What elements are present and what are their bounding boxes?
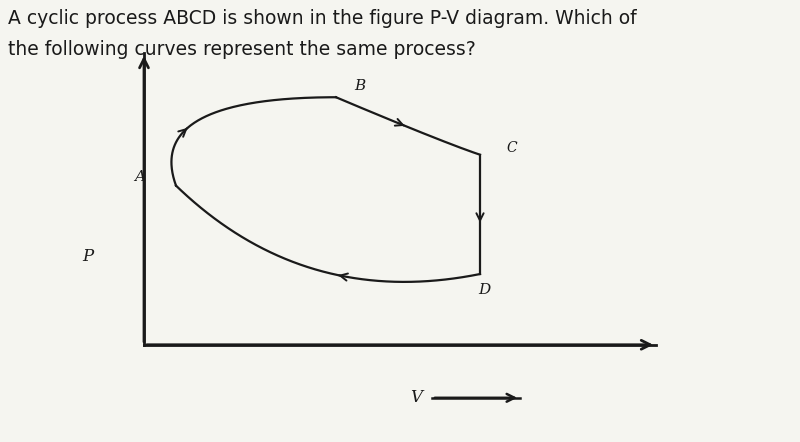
Text: A cyclic process ABCD is shown in the figure P-V diagram. Which of: A cyclic process ABCD is shown in the fi… [8, 9, 637, 28]
Text: V: V [410, 389, 422, 406]
Text: the following curves represent the same process?: the following curves represent the same … [8, 40, 476, 59]
Text: D: D [478, 282, 490, 297]
Text: P: P [82, 248, 94, 265]
Text: C: C [506, 141, 518, 155]
Text: A: A [134, 170, 146, 184]
Text: B: B [354, 79, 366, 93]
